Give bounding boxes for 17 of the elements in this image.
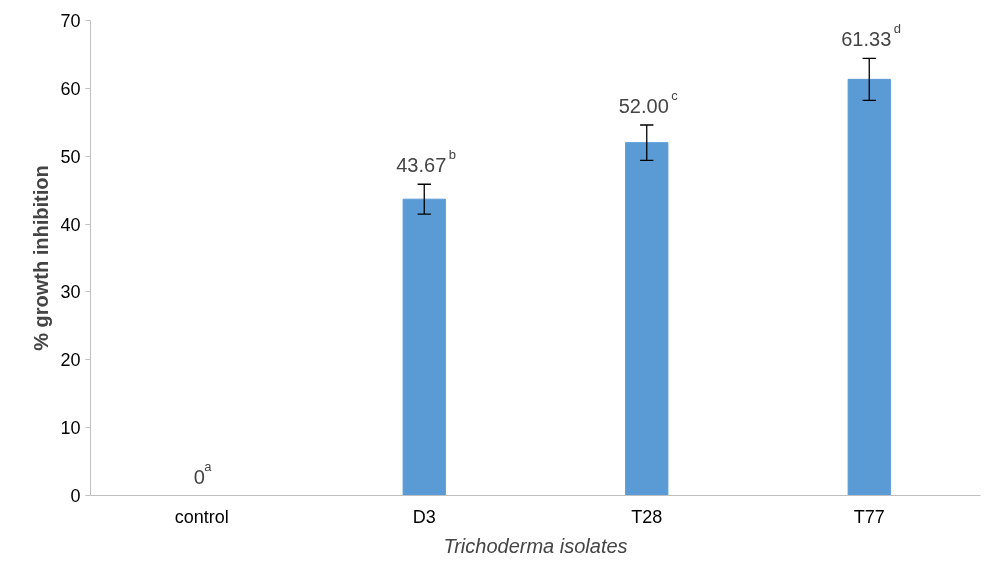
y-tick-label: 60	[60, 78, 81, 99]
x-tick-label: control	[174, 506, 229, 527]
x-tick-label: T77	[853, 506, 885, 527]
y-tick-label: 10	[60, 418, 81, 439]
y-axis-title: % growth inhibition	[30, 165, 53, 351]
bar	[847, 78, 891, 496]
y-tick-label: 20	[60, 350, 81, 371]
y-tick-label: 30	[60, 282, 81, 303]
x-tick-label: D3	[412, 506, 436, 527]
bar	[625, 142, 669, 496]
x-axis-title: Trichoderma isolates	[443, 534, 628, 557]
y-tick-label: 0	[70, 486, 81, 506]
y-tick-label: 50	[60, 146, 81, 167]
y-tick-label: 70	[60, 11, 81, 31]
x-tick-label: T28	[631, 506, 663, 527]
bar	[402, 198, 446, 496]
y-tick-label: 40	[60, 214, 81, 235]
